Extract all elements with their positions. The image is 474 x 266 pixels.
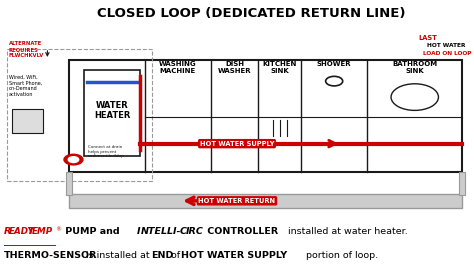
Text: DISH
WASHER: DISH WASHER [218,61,251,74]
Text: IRC: IRC [186,227,204,236]
Text: R: R [4,227,11,236]
Text: I: I [137,227,140,236]
Text: LAST: LAST [418,35,437,41]
Text: is installed at: is installed at [83,251,153,260]
Text: LOAD ON LOOP: LOAD ON LOOP [423,51,472,56]
Text: HOT WATER RETURN: HOT WATER RETURN [199,198,275,204]
Text: ALTERNATE
REQUIRES
FLWCHKVLV: ALTERNATE REQUIRES FLWCHKVLV [9,41,44,58]
Text: T: T [27,227,34,236]
Bar [84,70,140,156]
Text: EMP: EMP [32,227,54,236]
Text: portion of loop.: portion of loop. [303,251,378,260]
Circle shape [68,157,79,163]
Text: Connect at drain
helps prevent
sediment buildup: Connect at drain helps prevent sediment … [88,145,124,158]
Text: WATER
HEATER: WATER HEATER [94,101,130,120]
Text: END: END [151,251,173,260]
Text: CLOSED LOOP (DEDICATED RETURN LINE): CLOSED LOOP (DEDICATED RETURN LINE) [97,7,405,20]
Bar [69,60,462,172]
Text: NTELLI-: NTELLI- [141,227,182,236]
Text: ®: ® [55,227,61,232]
Text: BATHROOM
SINK: BATHROOM SINK [392,61,438,74]
Bar [459,172,465,195]
Text: HOT WATER SUPPLY: HOT WATER SUPPLY [200,141,274,147]
Text: Wired, WiFi,
Smart Phone,
on-Demand
activation: Wired, WiFi, Smart Phone, on-Demand acti… [9,74,42,97]
Bar [12,109,43,133]
Text: HOT WATER: HOT WATER [427,43,465,48]
Text: KITCHEN
SINK: KITCHEN SINK [263,61,297,74]
Circle shape [64,154,83,165]
Text: WASHING
MACHINE: WASHING MACHINE [159,61,197,74]
Text: PUMP and: PUMP and [62,227,122,236]
Bar [69,194,462,208]
Text: EADY: EADY [9,227,34,236]
Text: CONTROLLER: CONTROLLER [204,227,278,236]
Text: of: of [168,251,183,260]
Text: installed at water heater.: installed at water heater. [282,227,408,236]
Text: HOT WATER SUPPLY: HOT WATER SUPPLY [181,251,287,260]
Text: SHOWER: SHOWER [317,61,352,67]
Text: C: C [180,227,187,236]
Bar [7,49,152,181]
Text: THERMO-SENSOR: THERMO-SENSOR [4,251,97,260]
Bar [66,172,72,195]
